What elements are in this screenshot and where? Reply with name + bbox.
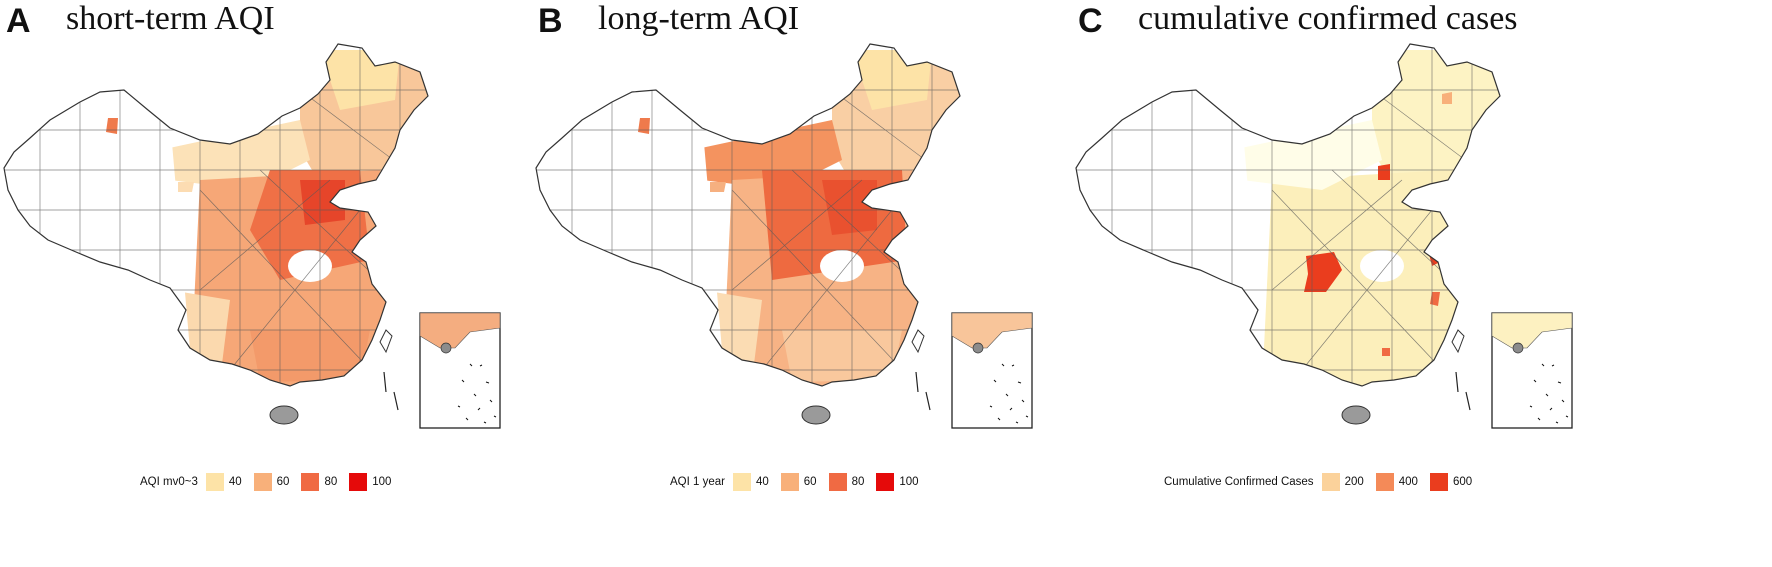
panel-c: C cumulative confirmed cases	[1072, 0, 1632, 567]
legend-title: AQI mv0~3	[140, 476, 198, 488]
china-map	[1075, 43, 1573, 429]
legend-label: 200	[1344, 476, 1364, 488]
panel-letter: C	[1078, 2, 1103, 40]
legend-label: 40	[755, 476, 769, 488]
legend-label: 60	[276, 476, 290, 488]
panel-title: short-term AQI	[66, 0, 275, 37]
legend: Cumulative Confirmed Cases 200 400 600	[1164, 470, 1484, 494]
legend: AQI 1 year 40 60 80 100	[670, 470, 931, 494]
legend-label: 40	[228, 476, 242, 488]
legend-swatch	[732, 473, 751, 491]
legend-swatch	[301, 473, 320, 491]
legend-label: 100	[372, 476, 392, 488]
legend-title: Cumulative Confirmed Cases	[1164, 476, 1314, 488]
china-map	[3, 43, 501, 429]
legend-swatch	[253, 473, 272, 491]
legend-swatch	[828, 473, 847, 491]
legend-swatch	[1375, 473, 1394, 491]
panel-title: long-term AQI	[598, 0, 800, 37]
legend-label: 100	[899, 476, 919, 488]
legend: AQI mv0~3 40 60 80 100	[140, 470, 403, 494]
panel-letter: B	[538, 2, 563, 40]
legend-swatch	[1429, 473, 1448, 491]
legend-swatch	[1321, 473, 1340, 491]
panel-title: cumulative confirmed cases	[1138, 0, 1518, 37]
legend-title: AQI 1 year	[670, 476, 725, 488]
legend-label: 600	[1452, 476, 1473, 488]
south-china-sea-inset	[1491, 312, 1573, 429]
china-map	[535, 43, 1033, 429]
panel-a: A short-term AQI	[0, 0, 560, 567]
legend-swatch	[205, 473, 224, 491]
legend-label: 400	[1398, 476, 1418, 488]
legend-swatch	[780, 473, 799, 491]
legend-swatch	[349, 473, 368, 491]
legend-label: 80	[324, 476, 338, 488]
south-china-sea-inset	[419, 312, 501, 429]
south-china-sea-inset	[951, 312, 1033, 429]
panel-b: B long-term AQI	[532, 0, 1092, 567]
legend-swatch	[876, 473, 895, 491]
panel-letter: A	[6, 2, 31, 40]
legend-label: 80	[851, 476, 865, 488]
legend-label: 60	[803, 476, 817, 488]
